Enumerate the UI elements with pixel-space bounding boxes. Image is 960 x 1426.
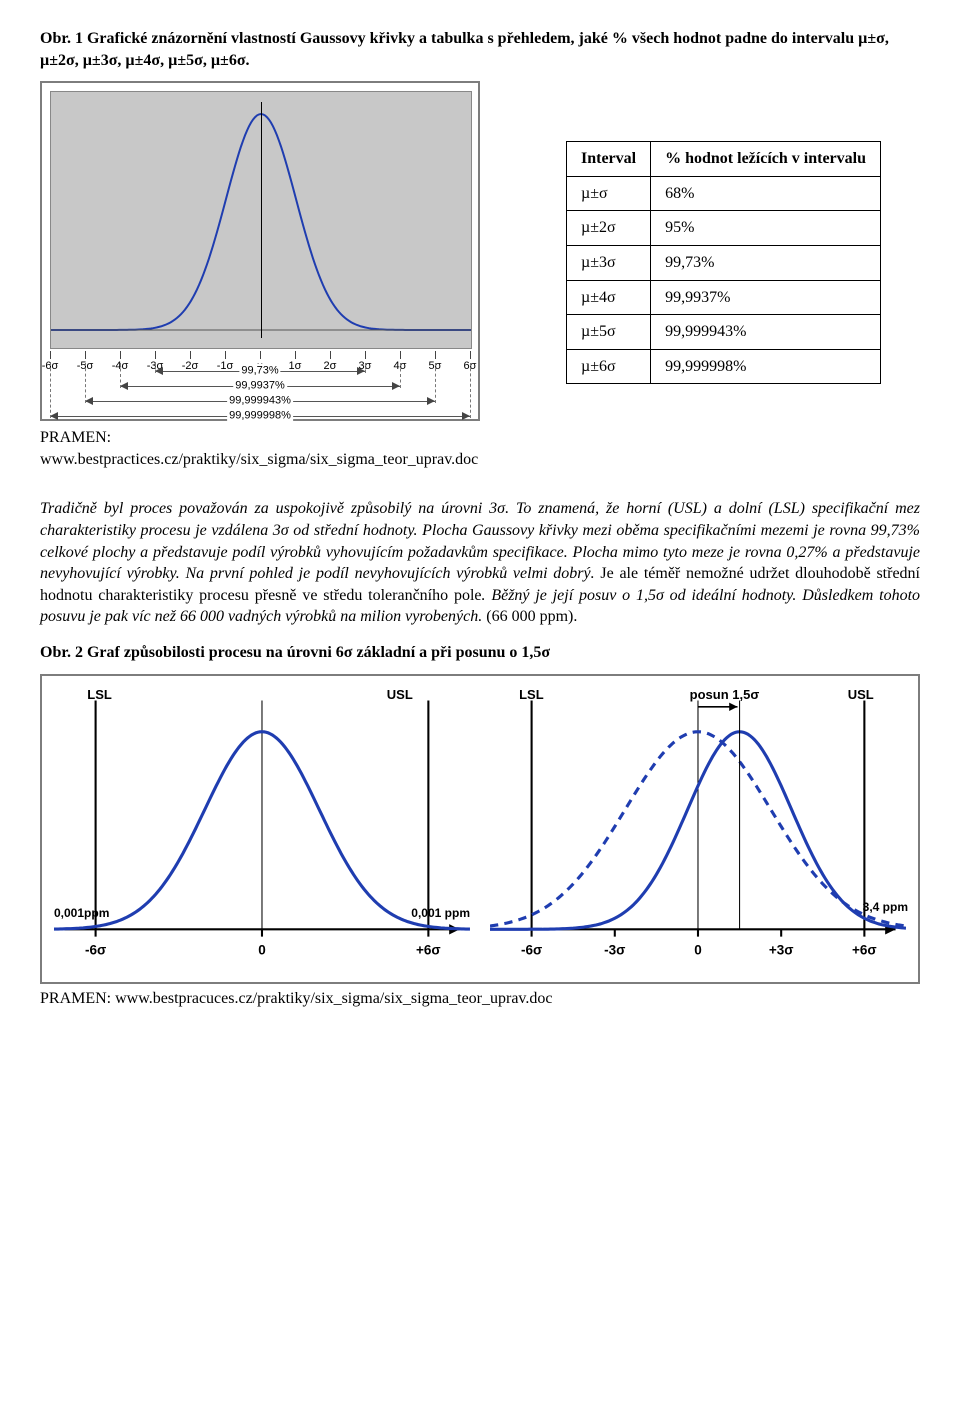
fig2-left-panel: -6σ 0 +6σ LSL USL 0,001ppm 0,001 ppm [54, 686, 470, 976]
cell-interval: µ±6σ [567, 349, 651, 384]
fig2-right-panel: -6σ -3σ 0 +3σ +6σ LSL USL posun 1,5σ 3,4 ppm [490, 686, 906, 976]
cell-pct: 68% [651, 176, 881, 211]
gauss-chart-1: -6σ-5σ-4σ-3σ-2σ-1σµ1σ2σ3σ4σ5σ6σ 99,73%99… [40, 81, 480, 421]
svg-text:-3σ: -3σ [604, 942, 625, 957]
cell-interval: µ±3σ [567, 245, 651, 280]
cell-pct: 99,73% [651, 245, 881, 280]
table-row: µ±5σ99,999943% [567, 315, 881, 350]
table-row: µ±2σ95% [567, 211, 881, 246]
cell-pct: 99,999943% [651, 315, 881, 350]
sigma-interval-table: Interval % hodnot ležících v intervalu µ… [566, 141, 881, 384]
pct-bracket-label: 99,73% [239, 364, 280, 379]
cell-pct: 99,9937% [651, 280, 881, 315]
shift-label: posun 1,5σ [690, 686, 760, 704]
cell-interval: µ±5σ [567, 315, 651, 350]
ppm-left: 0,001ppm [54, 905, 109, 921]
usl-label: USL [848, 686, 874, 704]
table-row: µ±3σ99,73% [567, 245, 881, 280]
svg-text:0: 0 [694, 942, 702, 957]
pct-bracket-label: 99,999998% [227, 409, 293, 424]
body-paragraph: Tradičně byl proces považován za uspokoj… [40, 498, 920, 628]
pct-bracket-label: 99,999943% [227, 394, 293, 409]
cell-interval: µ±4σ [567, 280, 651, 315]
table-row: µ±4σ99,9937% [567, 280, 881, 315]
svg-text:-6σ: -6σ [521, 942, 542, 957]
fig2-caption: Obr. 2 Graf způsobilosti procesu na úrov… [40, 642, 920, 664]
cell-pct: 99,999998% [651, 349, 881, 384]
pct-bracket-label: 99,9937% [233, 379, 287, 394]
table-header-interval: Interval [567, 142, 651, 177]
table-header-pct: % hodnot ležících v intervalu [651, 142, 881, 177]
source2: PRAMEN: www.bestpracuces.cz/praktiky/six… [40, 988, 920, 1010]
source1-label: PRAMEN: [40, 429, 111, 446]
svg-text:+6σ: +6σ [416, 942, 441, 957]
usl-label: USL [387, 686, 413, 704]
svg-text:0: 0 [258, 942, 266, 957]
fig2-container: -6σ 0 +6σ LSL USL 0,001ppm 0,001 ppm -6σ -3σ 0 +… [40, 674, 920, 984]
cell-interval: µ±2σ [567, 211, 651, 246]
fig1-row: -6σ-5σ-4σ-3σ-2σ-1σµ1σ2σ3σ4σ5σ6σ 99,73%99… [40, 81, 920, 470]
para-part4: (66 000 ppm). [486, 608, 577, 625]
svg-text:+6σ: +6σ [852, 942, 877, 957]
lsl-label: LSL [87, 686, 112, 704]
cell-interval: µ±σ [567, 176, 651, 211]
fig1-caption: Obr. 1 Grafické znázornění vlastností Ga… [40, 28, 920, 71]
source1: PRAMEN: www.bestpractices.cz/praktiky/si… [40, 427, 520, 470]
svg-text:-6σ: -6σ [85, 942, 106, 957]
ppm-right: 0,001 ppm [411, 905, 470, 921]
lsl-label: LSL [519, 686, 544, 704]
ppm-right: 3,4 ppm [863, 899, 908, 915]
source1-url: www.bestpractices.cz/praktiky/six_sigma/… [40, 451, 478, 468]
table-row: µ±6σ99,999998% [567, 349, 881, 384]
table-row: µ±σ68% [567, 176, 881, 211]
cell-pct: 95% [651, 211, 881, 246]
svg-text:+3σ: +3σ [769, 942, 794, 957]
